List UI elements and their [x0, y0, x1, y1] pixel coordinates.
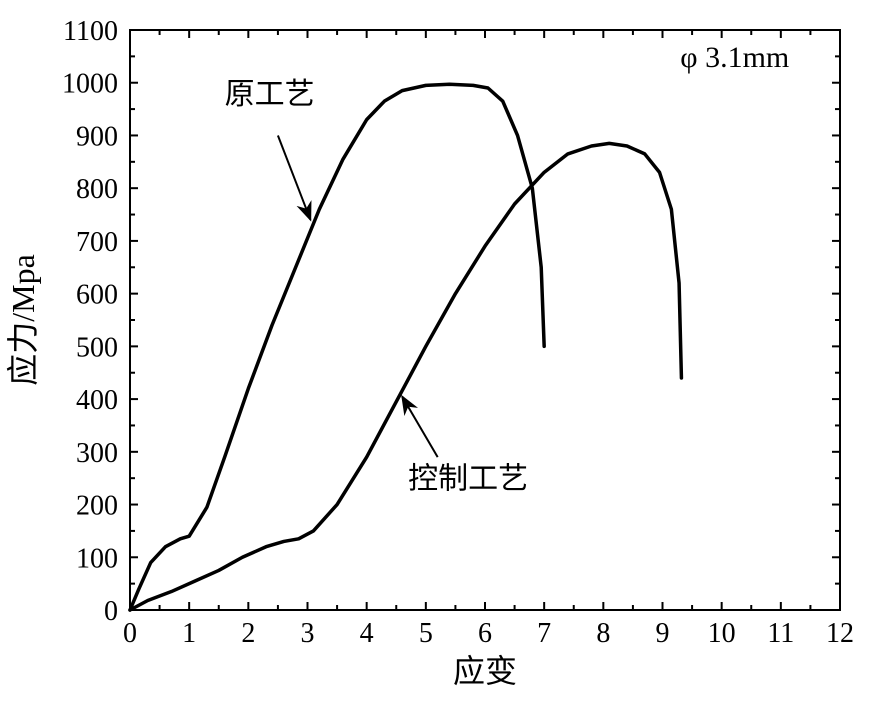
x-tick-label: 2	[241, 618, 255, 649]
series-原工艺	[130, 84, 544, 610]
y-tick-label: 500	[76, 332, 118, 363]
annotation-arrow	[402, 396, 438, 457]
y-tick-label: 200	[76, 491, 118, 522]
series-控制工艺	[130, 143, 681, 610]
x-tick-label: 6	[478, 618, 492, 649]
y-tick-label: 800	[76, 174, 118, 205]
y-tick-label: 100	[76, 543, 118, 574]
annotation-text: 控制工艺	[408, 463, 528, 496]
y-tick-label: 700	[76, 227, 118, 258]
x-tick-label: 10	[708, 618, 736, 649]
x-axis-title: 应变	[453, 653, 517, 689]
x-tick-label: 1	[182, 618, 196, 649]
y-tick-label: 900	[76, 121, 118, 152]
y-tick-label: 300	[76, 438, 118, 469]
y-tick-label: 600	[76, 280, 118, 311]
x-tick-label: 12	[826, 618, 854, 649]
corner-label: φ 3.1mm	[680, 41, 789, 74]
y-tick-label: 1000	[62, 69, 118, 100]
x-tick-label: 4	[360, 618, 374, 649]
stress-strain-chart: 0123456789101112010020030040050060070080…	[0, 0, 888, 714]
chart-svg: 0123456789101112010020030040050060070080…	[0, 0, 888, 714]
annotation-text: 原工艺	[225, 78, 315, 111]
x-tick-label: 3	[301, 618, 315, 649]
y-tick-label: 0	[104, 596, 118, 627]
x-tick-label: 5	[419, 618, 433, 649]
x-tick-label: 8	[596, 618, 610, 649]
x-tick-label: 7	[537, 618, 551, 649]
y-tick-label: 1100	[63, 16, 118, 47]
y-axis-title: 应力/Mpa	[5, 254, 41, 386]
x-tick-label: 0	[123, 618, 137, 649]
y-tick-label: 400	[76, 385, 118, 416]
x-tick-label: 9	[656, 618, 670, 649]
x-tick-label: 11	[767, 618, 794, 649]
annotation-arrow	[278, 135, 311, 219]
